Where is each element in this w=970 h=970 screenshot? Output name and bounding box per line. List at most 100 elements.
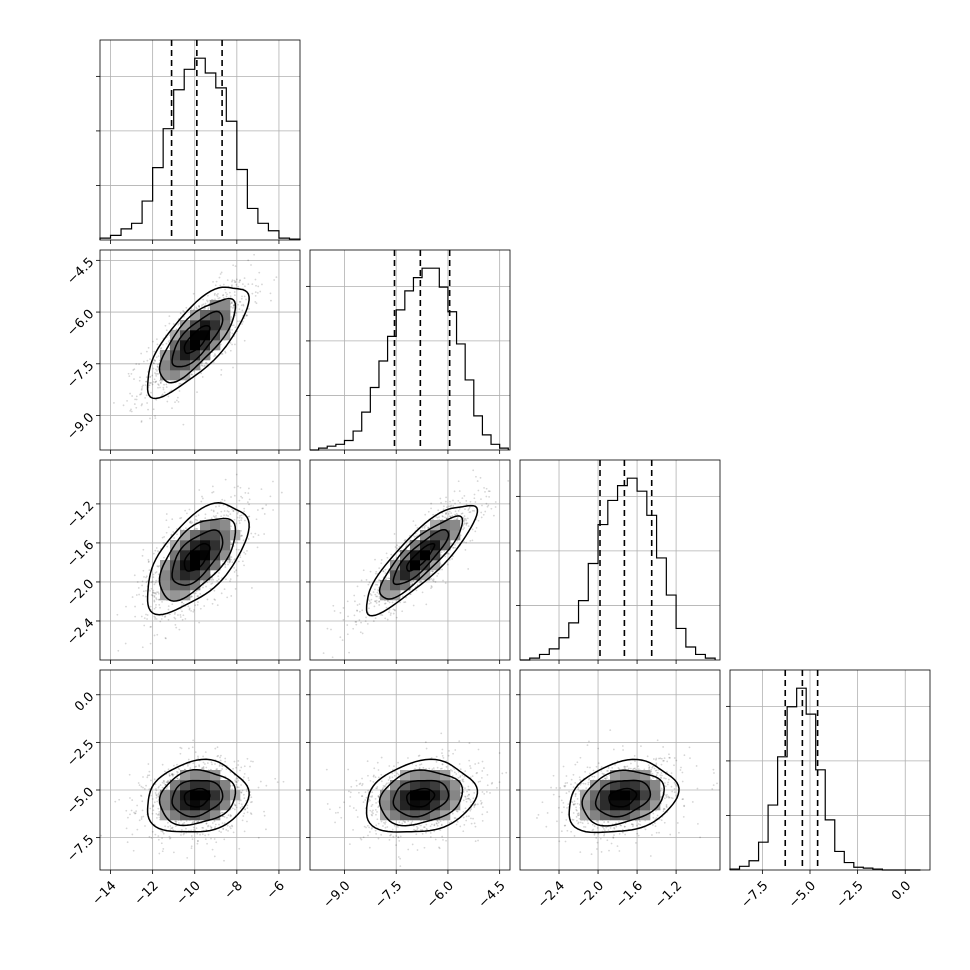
- scatter-point: [233, 494, 236, 497]
- density-cell: [220, 310, 231, 321]
- scatter-point: [217, 292, 219, 295]
- scatter-point: [235, 473, 238, 476]
- scatter-point: [219, 273, 222, 275]
- contours: [146, 286, 250, 400]
- scatter-point: [245, 298, 247, 301]
- scatter-point: [395, 616, 398, 619]
- scatter-point: [146, 618, 148, 620]
- scatter-point: [377, 579, 380, 582]
- scatter-point: [419, 581, 421, 584]
- scatter-point: [156, 565, 159, 567]
- scatter-point: [437, 509, 440, 512]
- scatter-point: [148, 774, 151, 777]
- scatter-point: [222, 815, 225, 818]
- scatter-point: [220, 831, 222, 834]
- scatter-point: [145, 380, 148, 383]
- scatter-point: [214, 298, 216, 301]
- density-cell: [430, 530, 441, 541]
- panel-frame-2-2: [519, 459, 721, 661]
- scatter-point: [147, 561, 150, 563]
- histogram-step: [520, 477, 716, 661]
- scatter-point: [378, 600, 381, 603]
- density-cell: [180, 320, 191, 331]
- density-cell: [180, 530, 191, 541]
- scatter-point: [176, 396, 179, 399]
- scatter-point: [205, 585, 207, 588]
- scatter-point: [220, 592, 223, 595]
- scatter-point: [358, 619, 361, 621]
- scatter-point: [205, 361, 208, 364]
- scatter-point: [223, 499, 226, 502]
- scatter-point: [190, 829, 193, 832]
- density-cell: [210, 810, 221, 821]
- scatter-point: [162, 386, 165, 389]
- scatter-point: [203, 364, 206, 367]
- scatter-point: [254, 532, 257, 535]
- scatter-point: [440, 824, 443, 827]
- scatter-point: [182, 823, 184, 825]
- contours: [146, 502, 250, 616]
- scatter-point: [412, 579, 414, 582]
- scatter-point: [165, 531, 168, 534]
- scatter-point: [241, 323, 243, 325]
- scatter-point: [238, 281, 241, 284]
- density-cell: [200, 780, 211, 791]
- scatter-point: [192, 826, 195, 829]
- scatter-point: [339, 611, 342, 614]
- scatter-point: [442, 508, 445, 511]
- scatter-point: [263, 533, 266, 535]
- scatter-point: [155, 593, 157, 595]
- scatter-point: [237, 303, 239, 306]
- scatter-point: [184, 618, 187, 620]
- scatter-point: [390, 612, 392, 615]
- scatter-point: [167, 825, 170, 828]
- scatter-point: [446, 517, 448, 520]
- scatter-point: [195, 527, 198, 530]
- density-cell: [180, 590, 191, 601]
- scatter-point: [202, 765, 205, 768]
- scatter-point: [233, 304, 235, 306]
- scatter-point: [374, 583, 377, 586]
- density-cell: [200, 310, 211, 321]
- scatter-point: [476, 480, 479, 482]
- scatter-point: [440, 551, 443, 554]
- scatter-point: [383, 602, 386, 605]
- scatter-point: [227, 829, 229, 832]
- scatter-point: [190, 522, 193, 525]
- density-cell: [200, 800, 211, 811]
- scatter-point: [333, 610, 336, 612]
- scatter-point: [239, 279, 241, 282]
- scatter-point: [205, 828, 208, 831]
- scatter-point: [465, 519, 468, 522]
- scatter-point: [185, 827, 187, 830]
- scatter-point: [471, 509, 474, 512]
- scatter-point: [204, 517, 207, 520]
- scatter-point: [227, 515, 230, 517]
- scatter-point: [444, 500, 447, 503]
- scatter-point: [215, 768, 218, 771]
- scatter-point: [201, 826, 204, 829]
- scatter-point: [135, 810, 138, 812]
- scatter-point: [230, 595, 233, 597]
- scatter-point: [168, 774, 171, 777]
- density-cell: [220, 520, 231, 531]
- density-cell: [210, 310, 221, 321]
- scatter-point: [256, 509, 259, 511]
- scatter-point: [226, 596, 229, 599]
- density-cell: [210, 530, 221, 541]
- scatter-point: [257, 786, 260, 789]
- scatter-point: [162, 343, 164, 346]
- scatter-point: [368, 846, 371, 849]
- scatter-point: [204, 302, 207, 305]
- scatter-point: [199, 833, 201, 836]
- contour-level-0: [405, 542, 436, 572]
- scatter-point: [126, 841, 129, 844]
- scatter-point: [224, 563, 227, 566]
- scatter-point: [259, 290, 262, 293]
- scatter-point: [462, 517, 465, 519]
- scatter-point: [178, 390, 181, 392]
- scatter-point: [179, 746, 182, 749]
- scatter-point: [477, 489, 480, 492]
- scatter-point: [213, 855, 216, 858]
- scatter-point: [431, 586, 433, 588]
